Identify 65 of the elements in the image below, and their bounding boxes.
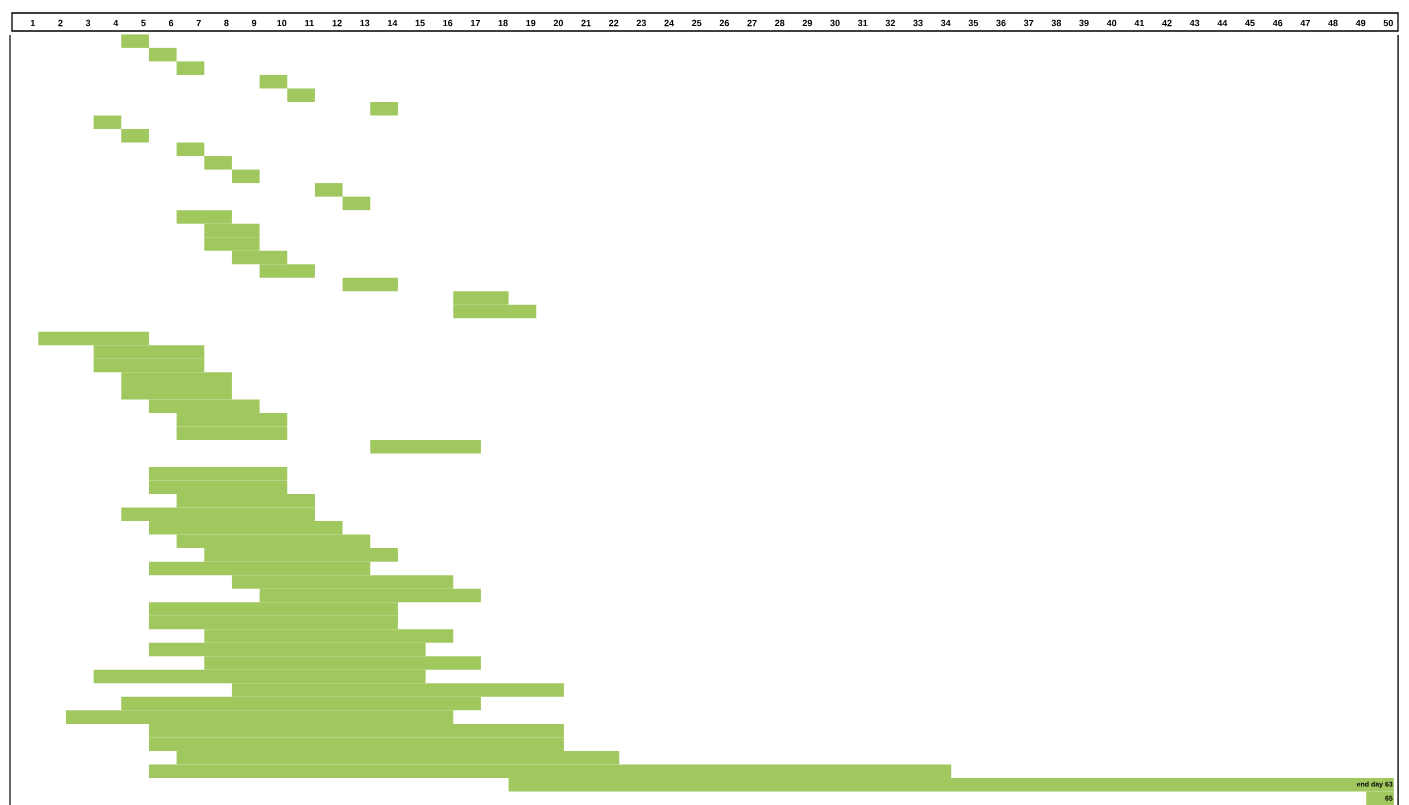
x-tick-label: 13 [360,19,370,27]
x-tick-label: 3 [85,19,91,27]
bar [342,196,371,211]
x-tick-label: 7 [196,19,201,27]
x-tick-label: 25 [692,19,702,27]
x-tick-label: 12 [332,19,342,27]
x-tick-label: 35 [968,19,979,27]
x-tick-label: 42 [1162,19,1172,27]
x-tick-label: 43 [1189,19,1200,27]
bar [342,277,398,292]
x-tick-label: 17 [470,19,480,27]
x-tick-label: 36 [996,19,1006,27]
bar [121,129,149,143]
bar [370,101,398,116]
x-tick-label: 27 [747,19,757,27]
x-tick-label: 50 [1383,19,1393,27]
x-tick-label: 22 [609,19,619,27]
x-tick-label: 19 [526,19,536,27]
x-tick-label: 38 [1051,19,1062,27]
x-tick-label: 9 [251,19,257,27]
x-tick-label: 15 [415,19,425,27]
x-tick-label: 5 [141,19,146,27]
x-tick-label: 41 [1134,19,1145,27]
x-tick-label: 31 [857,19,868,27]
x-tick-label: 45 [1245,19,1255,27]
bar [314,183,343,197]
x-tick-label: 18 [498,19,508,27]
x-tick-label: 4 [113,19,119,27]
x-tick-label: 26 [719,19,730,27]
bar [176,142,205,157]
x-tick-label: 11 [305,19,314,27]
bar [121,34,149,48]
bar [287,88,315,102]
x-tick-label: 20 [553,19,564,27]
x-tick-label: 21 [581,19,591,27]
x-tick-label: 44 [1217,19,1228,27]
x-tick-label: 33 [913,19,923,27]
x-tick-label: 28 [775,19,785,27]
x-tick-label: 16 [443,19,453,27]
bar [259,74,288,89]
x-tick-label: 1 [30,19,36,27]
x-tick-label: 6 [168,19,174,27]
x-tick-label: 29 [802,19,813,27]
x-tick-label: 48 [1328,19,1338,27]
x-tick-label: 46 [1272,19,1283,27]
bar [148,47,177,62]
bar [176,61,205,75]
x-tick-label: 40 [1106,19,1117,27]
x-tick-label: 2 [58,19,63,27]
x-tick-label: 49 [1355,19,1366,27]
x-tick-label: 47 [1300,19,1310,27]
x-tick-label: 34 [940,19,951,27]
x-tick-label: 30 [830,19,840,27]
x-tick-label: 39 [1079,19,1089,27]
x-tick-label: 23 [636,19,647,27]
bar [231,169,260,184]
bar [370,439,481,454]
x-tick-label: 37 [1023,19,1034,27]
bar [93,115,122,130]
x-tick-label: 10 [277,19,287,27]
x-tick-label: 24 [664,19,674,27]
x-tick-label: 8 [224,19,229,27]
x-tick-label: 14 [387,19,398,27]
x-tick-label: 32 [885,19,895,27]
bar [204,156,232,170]
